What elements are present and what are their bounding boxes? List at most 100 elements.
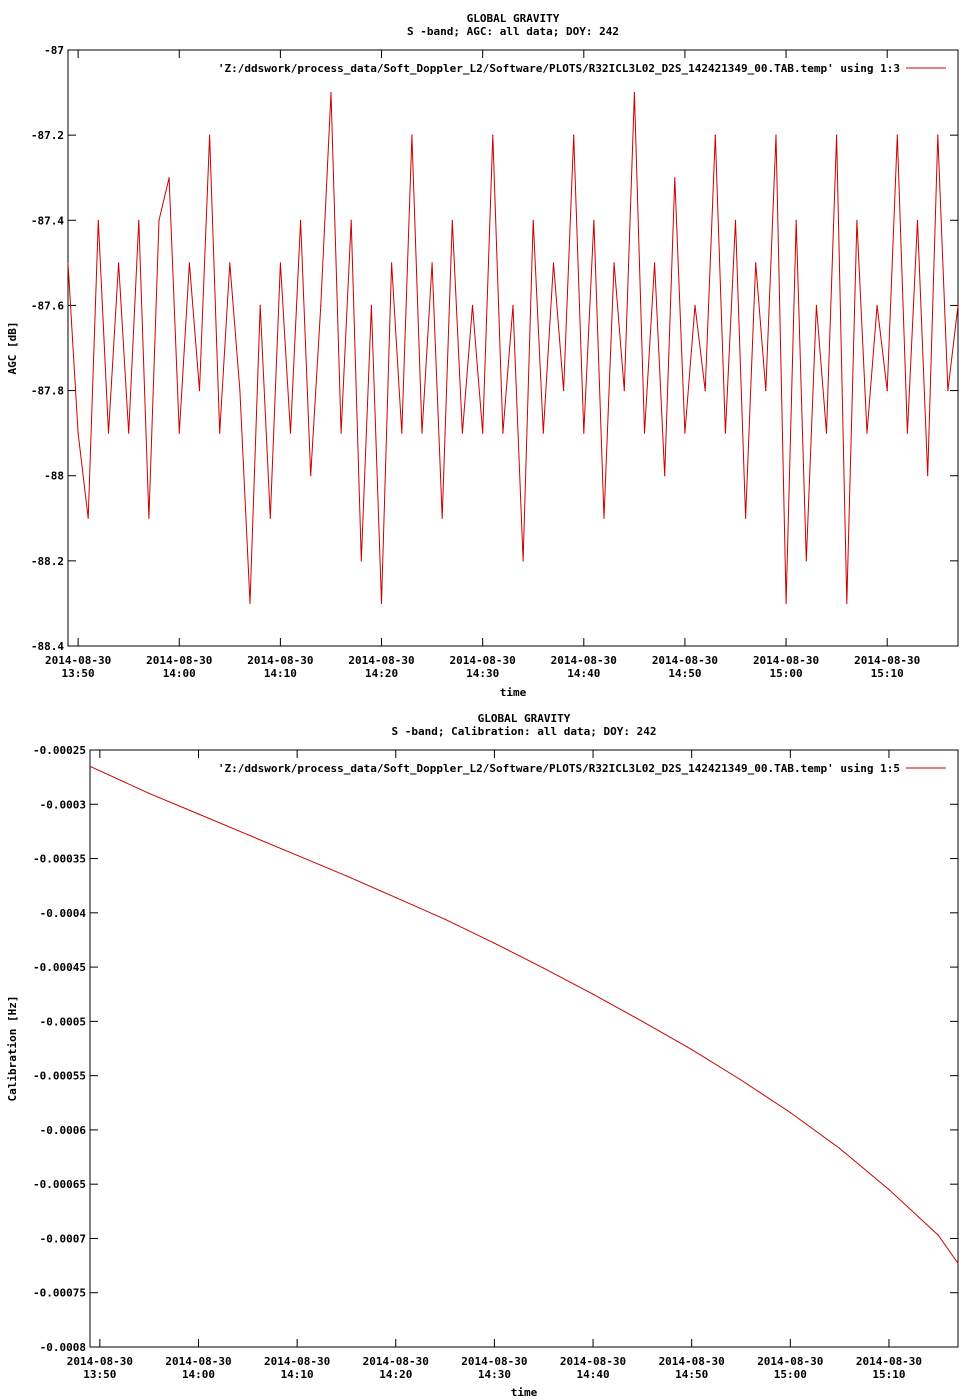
data-point — [492, 134, 494, 136]
data-point — [219, 432, 221, 434]
x-tick-time: 13:50 — [62, 667, 95, 680]
data-point — [691, 1049, 693, 1051]
x-tick-time: 14:00 — [182, 1368, 215, 1381]
data-point — [755, 262, 757, 264]
x-tick-time: 14:40 — [567, 667, 600, 680]
data-point — [296, 854, 298, 856]
legend-label: 'Z:/ddswork/process_data/Soft_Doppler_L2… — [218, 62, 900, 75]
data-point — [239, 390, 241, 392]
data-point — [431, 262, 433, 264]
x-tick-time: 15:00 — [770, 667, 803, 680]
data-point — [461, 432, 463, 434]
data-point — [664, 475, 666, 477]
x-tick-date: 2014-08-30 — [450, 654, 516, 667]
y-tick-label: -0.0004 — [40, 907, 87, 920]
data-point — [876, 304, 878, 306]
data-point — [493, 942, 495, 944]
y-tick-label: -0.00075 — [33, 1287, 86, 1300]
data-point — [360, 560, 362, 562]
y-tick-label: -87.2 — [31, 129, 64, 142]
y-axis-label: AGC [dB] — [6, 322, 19, 375]
x-tick-time: 14:30 — [478, 1368, 511, 1381]
data-point — [552, 262, 555, 264]
chart-subtitle: S -band; Calibration: all data; DOY: 242 — [392, 725, 657, 738]
data-point — [785, 602, 787, 605]
data-point — [67, 262, 69, 264]
y-axis-label: Calibration [Hz] — [6, 996, 19, 1102]
data-point — [178, 432, 180, 434]
chart-title: GLOBAL GRAVITY — [467, 12, 560, 25]
y-tick-label: -0.00055 — [33, 1070, 86, 1083]
data-point — [745, 517, 747, 519]
data-point — [198, 390, 201, 392]
data-point — [866, 432, 868, 434]
data-point — [512, 304, 514, 306]
x-axis-label: time — [500, 686, 527, 699]
y-tick-label: -0.0005 — [40, 1015, 86, 1028]
data-point — [97, 219, 99, 221]
data-point — [846, 602, 848, 605]
data-point — [395, 897, 397, 899]
data-point — [471, 304, 474, 306]
x-tick-time: 14:20 — [379, 1368, 412, 1381]
x-axis-label: time — [511, 1386, 538, 1399]
x-tick-date: 2014-08-30 — [659, 1355, 725, 1368]
data-point — [188, 262, 190, 264]
legend-label: 'Z:/ddswork/process_data/Soft_Doppler_L2… — [218, 762, 900, 775]
data-point — [401, 432, 403, 434]
y-tick-label: -0.00065 — [33, 1178, 86, 1191]
x-tick-time: 14:40 — [576, 1368, 609, 1381]
data-point — [839, 1147, 841, 1149]
data-point — [805, 560, 807, 562]
data-point — [300, 219, 302, 221]
x-tick-date: 2014-08-30 — [247, 654, 313, 667]
plot-frame — [67, 49, 959, 647]
data-point — [643, 432, 646, 434]
data-point — [350, 219, 352, 221]
data-point — [89, 765, 91, 767]
data-point — [937, 134, 939, 136]
x-tick-time: 14:30 — [466, 667, 499, 680]
data-point — [229, 262, 231, 264]
data-point — [421, 432, 423, 434]
y-tick-label: -0.0006 — [40, 1124, 87, 1137]
data-point — [815, 304, 818, 306]
x-tick-time: 14:00 — [163, 667, 196, 680]
data-point — [391, 262, 393, 264]
data-point — [320, 304, 322, 306]
data-point — [633, 92, 636, 94]
data-point — [451, 219, 453, 221]
x-tick-date: 2014-08-30 — [854, 654, 920, 667]
y-tick-label: -87.4 — [31, 214, 64, 227]
y-tick-label: -87.6 — [31, 299, 64, 312]
data-point — [197, 813, 200, 815]
data-point — [522, 560, 524, 562]
data-point — [148, 517, 150, 519]
data-point — [543, 967, 545, 969]
data-point — [947, 390, 949, 392]
x-tick-date: 2014-08-30 — [45, 654, 111, 667]
data-point — [330, 92, 332, 94]
data-point — [704, 390, 706, 392]
y-tick-label: -0.00035 — [33, 853, 86, 866]
data-point — [886, 390, 888, 392]
x-tick-date: 2014-08-30 — [146, 654, 212, 667]
x-tick-date: 2014-08-30 — [165, 1355, 231, 1368]
data-point — [441, 517, 443, 519]
data-point — [724, 432, 727, 434]
x-tick-time: 14:50 — [668, 667, 701, 680]
data-point — [674, 177, 676, 179]
data-point — [502, 432, 504, 434]
data-point — [795, 219, 797, 221]
data-point — [482, 432, 484, 434]
data-point — [247, 834, 249, 836]
data-point — [694, 304, 696, 306]
data-point — [740, 1079, 742, 1081]
x-tick-time: 13:50 — [83, 1368, 116, 1381]
data-point — [444, 918, 446, 920]
x-tick-time: 15:00 — [774, 1368, 807, 1381]
x-tick-date: 2014-08-30 — [753, 654, 819, 667]
data-point — [542, 432, 544, 434]
x-tick-time: 14:20 — [365, 667, 398, 680]
